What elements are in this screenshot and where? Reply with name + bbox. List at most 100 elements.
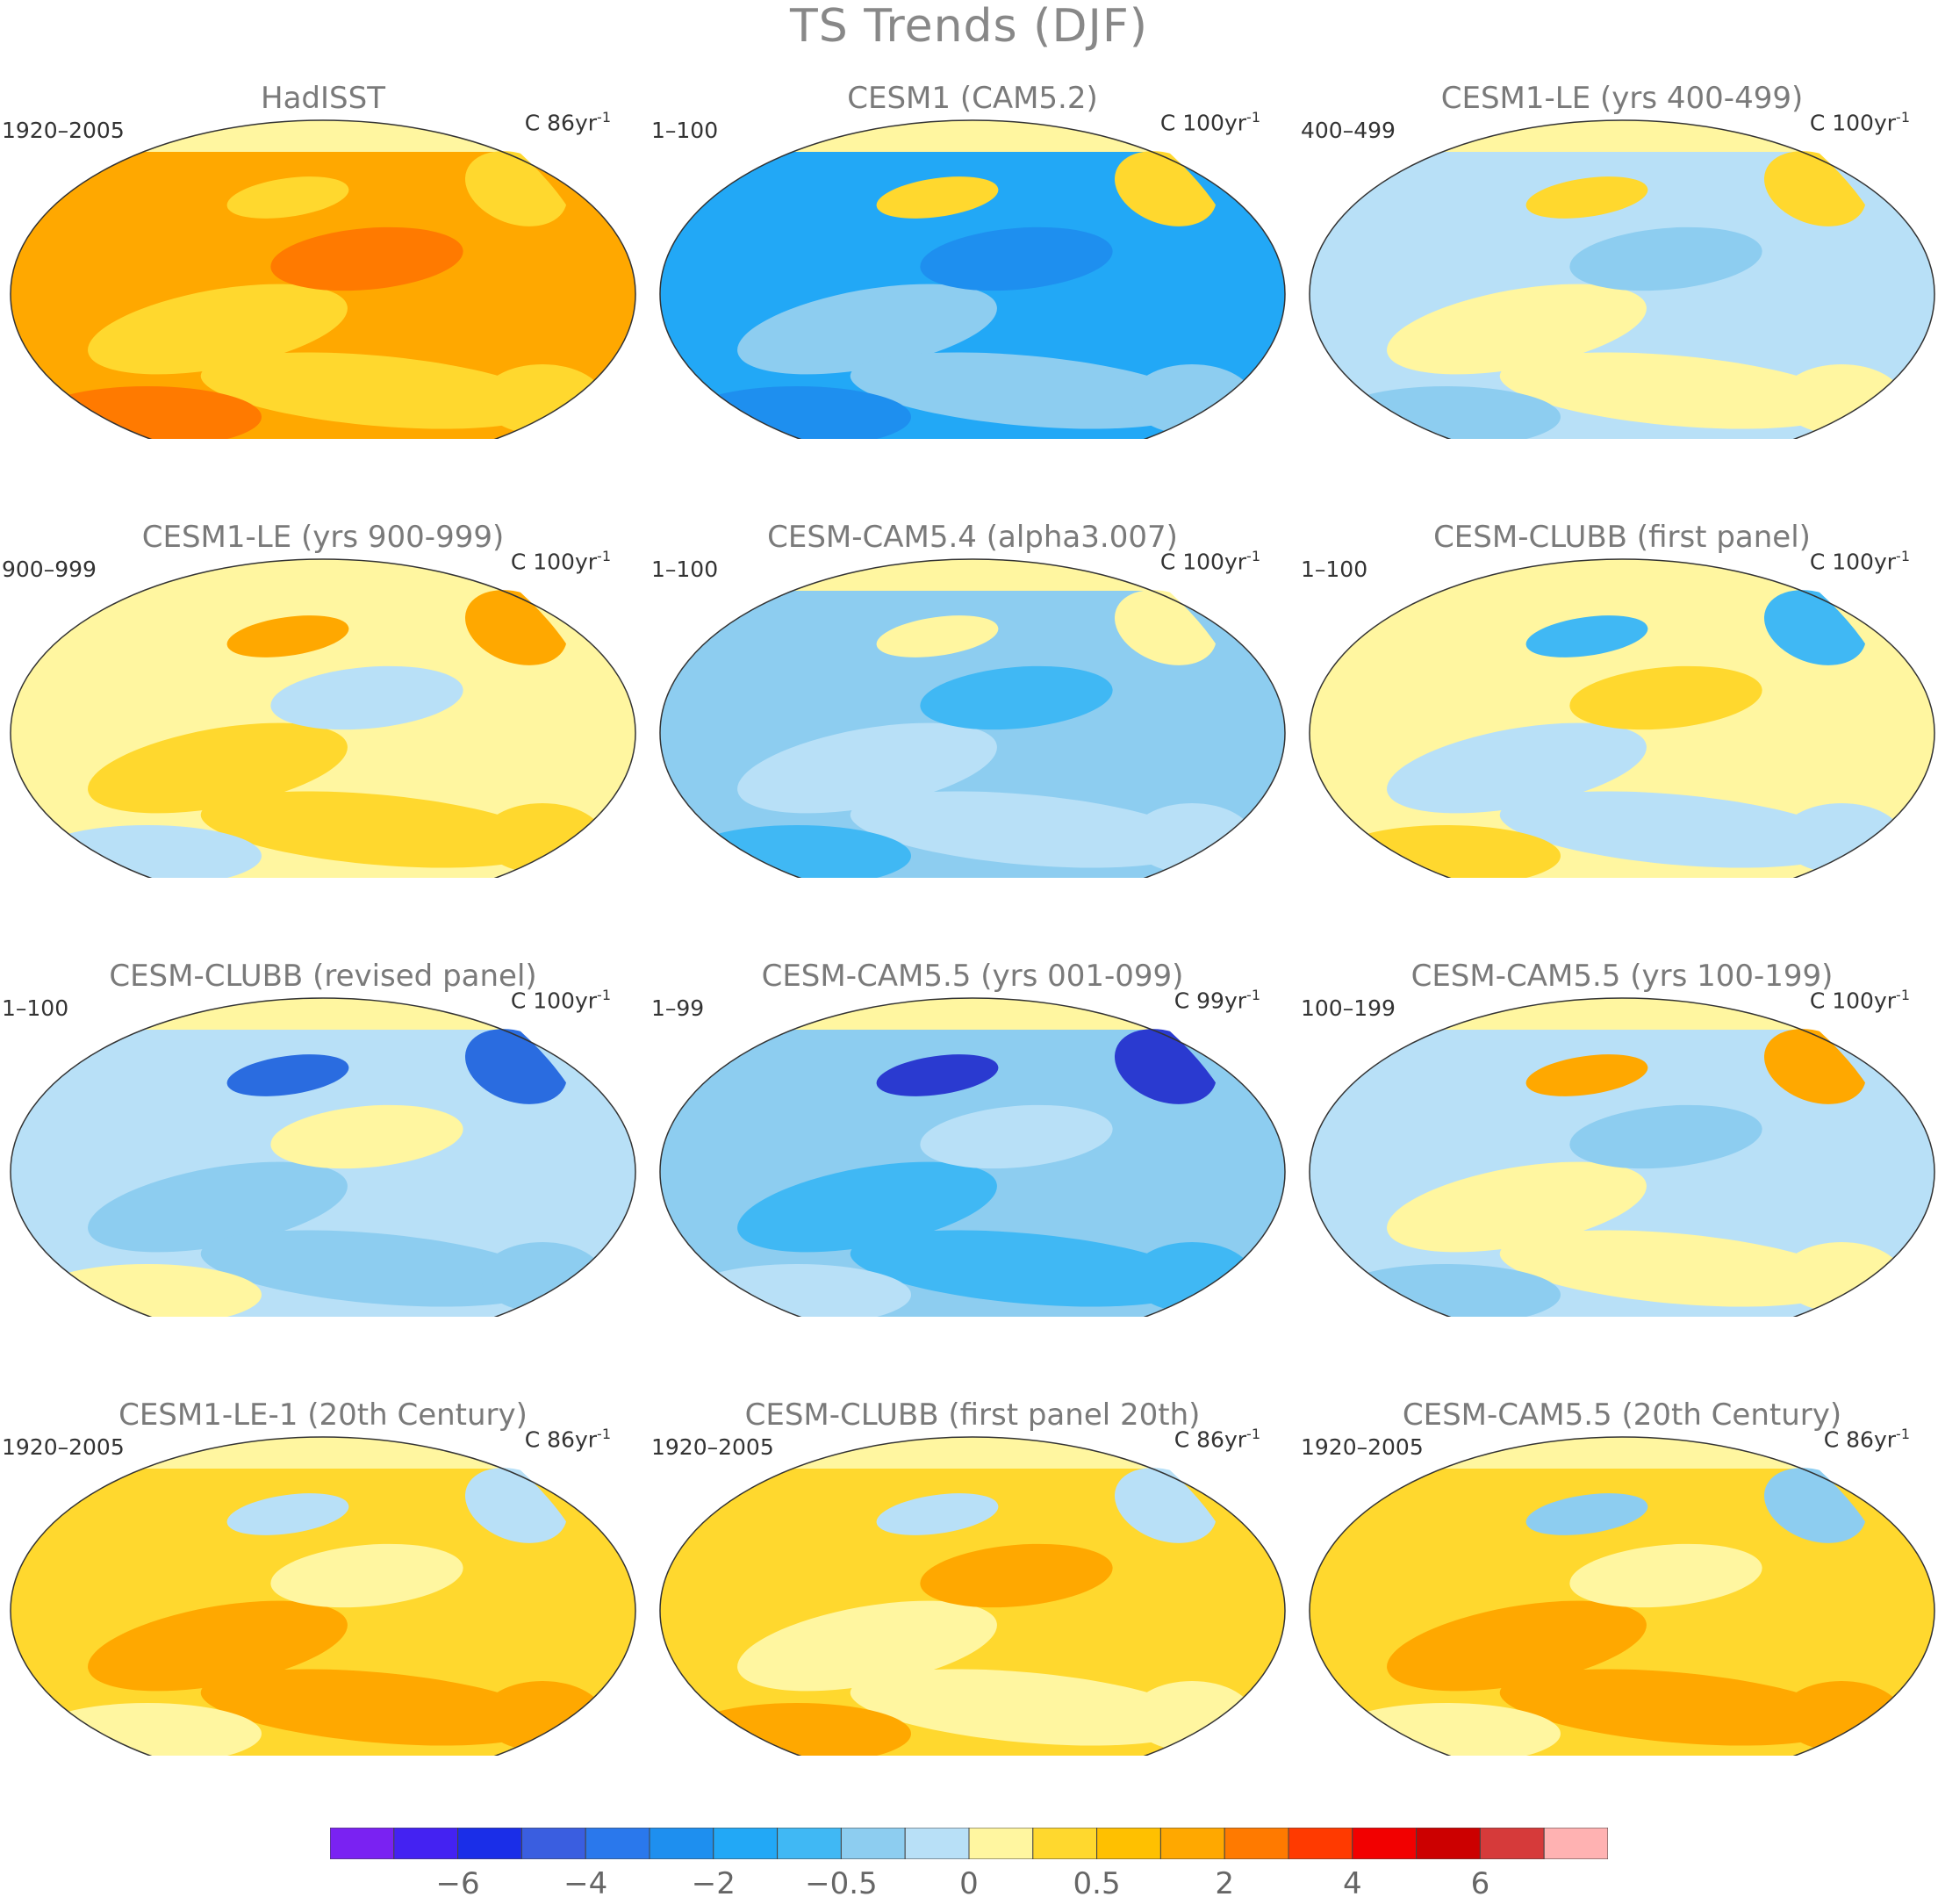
anomaly-region — [1780, 364, 1903, 435]
colorbar-tick-label: −0.5 — [805, 1866, 878, 1901]
anomaly-region — [226, 1493, 349, 1535]
panel-units: C 99yr-1 — [1174, 987, 1260, 1014]
anomaly-region — [1569, 1104, 1762, 1169]
map-plot — [10, 997, 636, 1317]
map-plot — [1309, 1436, 1935, 1756]
map-plot — [659, 119, 1286, 439]
anomaly-region — [200, 791, 551, 868]
anomaly-region — [1499, 1230, 1850, 1307]
panel-units: C 100yr-1 — [1809, 109, 1910, 136]
panel-period: 1–100 — [651, 557, 719, 582]
anomaly-region — [850, 1669, 1201, 1746]
map-plot — [1309, 558, 1935, 878]
map-panel: CESM-CAM5.5 (20th Century) 1920–2005 C 86y… — [1299, 1317, 1938, 1756]
map-plot — [659, 1436, 1286, 1756]
anomaly-region — [1525, 176, 1648, 219]
map-outline — [10, 558, 636, 878]
anomaly-region — [270, 665, 463, 730]
map-outline — [1309, 1436, 1935, 1756]
colorbar-swatch — [1032, 1828, 1098, 1859]
colorbar-tick-label: −2 — [691, 1866, 736, 1901]
map-panel: CESM1-LE (yrs 400-499) 400–499 C 100yr-1 — [1299, 0, 1938, 439]
anomaly-region — [876, 1493, 999, 1535]
anomaly-region — [1569, 226, 1762, 291]
anomaly-region — [1569, 665, 1762, 730]
map-panel: CESM1-LE-1 (20th Century) 1920–2005 C 86yr… — [0, 1317, 646, 1756]
colorbar-swatch — [393, 1828, 459, 1859]
anomaly-region — [481, 1242, 604, 1312]
panel-units: C 100yr-1 — [1809, 987, 1910, 1014]
map-panel: CESM-CLUBB (first panel 20th) 1920–2005 C … — [650, 1317, 1296, 1756]
anomaly-region — [88, 1161, 348, 1253]
map-outline — [659, 119, 1286, 439]
panel-title: CESM1-LE (yrs 400-499) — [1440, 81, 1804, 116]
anomaly-region — [226, 1054, 349, 1096]
anomaly-region — [1387, 722, 1647, 814]
panel-title: CESM-CAM5.4 (alpha3.007) — [767, 520, 1178, 555]
panel-units: C 100yr-1 — [510, 987, 611, 1014]
map-plot — [10, 1436, 636, 1756]
colorbar-swatch — [968, 1828, 1034, 1859]
anomaly-region — [481, 364, 604, 435]
anomaly-region — [481, 803, 604, 873]
anomaly-region — [1525, 1054, 1648, 1096]
anomaly-region — [737, 284, 997, 375]
anomaly-region — [850, 1230, 1201, 1307]
panel-period: 1–100 — [651, 118, 719, 143]
map-outline — [659, 997, 1286, 1317]
anomaly-region — [1130, 1242, 1253, 1312]
panel-units: C 100yr-1 — [1809, 548, 1910, 575]
panel-units: C 100yr-1 — [1159, 548, 1260, 575]
map-panel: CESM-CLUBB (first panel) 1–100 C 100yr-1 — [1299, 439, 1938, 878]
map-panel: CESM1-LE (yrs 900-999) 900–999 C 100yr-1 — [0, 439, 646, 878]
panel-title: CESM-CLUBB (first panel 20th) — [744, 1397, 1201, 1433]
colorbar-swatch — [1416, 1828, 1481, 1859]
anomaly-region — [270, 226, 463, 291]
anomaly-region — [1525, 615, 1648, 657]
colorbar — [330, 1828, 1608, 1859]
panel-period: 1920–2005 — [2, 1434, 125, 1460]
anomaly-region — [1130, 803, 1253, 873]
anomaly-region — [1387, 284, 1647, 375]
map-panel: CESM-CAM5.4 (alpha3.007) 1–100 C 100yr-1 — [650, 439, 1296, 878]
colorbar-swatch — [777, 1828, 842, 1859]
map-panel: CESM1 (CAM5.2) 1–100 C 100yr-1 — [650, 0, 1296, 439]
colorbar-tick-label: −6 — [435, 1866, 480, 1901]
panel-period: 1920–2005 — [1301, 1434, 1424, 1460]
colorbar-tick-label: 6 — [1470, 1866, 1490, 1901]
panel-units: C 100yr-1 — [510, 548, 611, 575]
anomaly-region — [737, 1600, 997, 1692]
map-plot — [10, 558, 636, 878]
panel-title: CESM-CLUBB (revised panel) — [109, 959, 537, 994]
colorbar-tick-label: 4 — [1342, 1866, 1362, 1901]
colorbar-tick-label: 0 — [959, 1866, 979, 1901]
anomaly-region — [88, 1600, 348, 1692]
map-outline — [1309, 997, 1935, 1317]
panel-units: C 86yr-1 — [524, 109, 611, 136]
map-outline — [659, 558, 1286, 878]
panel-period: 400–499 — [1301, 118, 1396, 143]
colorbar-tick-label: 2 — [1215, 1866, 1235, 1901]
anomaly-region — [876, 615, 999, 657]
map-panel: HadISST 1920–2005 C 86yr-1 — [0, 0, 646, 439]
anomaly-region — [920, 1104, 1113, 1169]
map-outline — [1309, 119, 1935, 439]
panel-title: CESM-CAM5.5 (yrs 001-099) — [761, 959, 1184, 994]
anomaly-region — [737, 722, 997, 814]
colorbar-swatch — [1479, 1828, 1545, 1859]
colorbar-swatch — [1224, 1828, 1289, 1859]
anomaly-region — [1387, 1161, 1647, 1253]
anomaly-region — [1130, 1681, 1253, 1751]
anomaly-region — [920, 226, 1113, 291]
map-panel: CESM-CAM5.5 (yrs 100-199) 100–199 C 100yr-… — [1299, 878, 1938, 1317]
panel-period: 1–99 — [651, 995, 705, 1021]
anomaly-region — [1525, 1493, 1648, 1535]
anomaly-region — [850, 352, 1201, 429]
panel-title: CESM1 (CAM5.2) — [847, 81, 1098, 116]
colorbar-swatch — [1159, 1828, 1225, 1859]
anomaly-region — [200, 352, 551, 429]
anomaly-region — [226, 176, 349, 219]
panel-units: C 86yr-1 — [1174, 1426, 1260, 1453]
map-plot — [659, 558, 1286, 878]
map-plot — [659, 997, 1286, 1317]
